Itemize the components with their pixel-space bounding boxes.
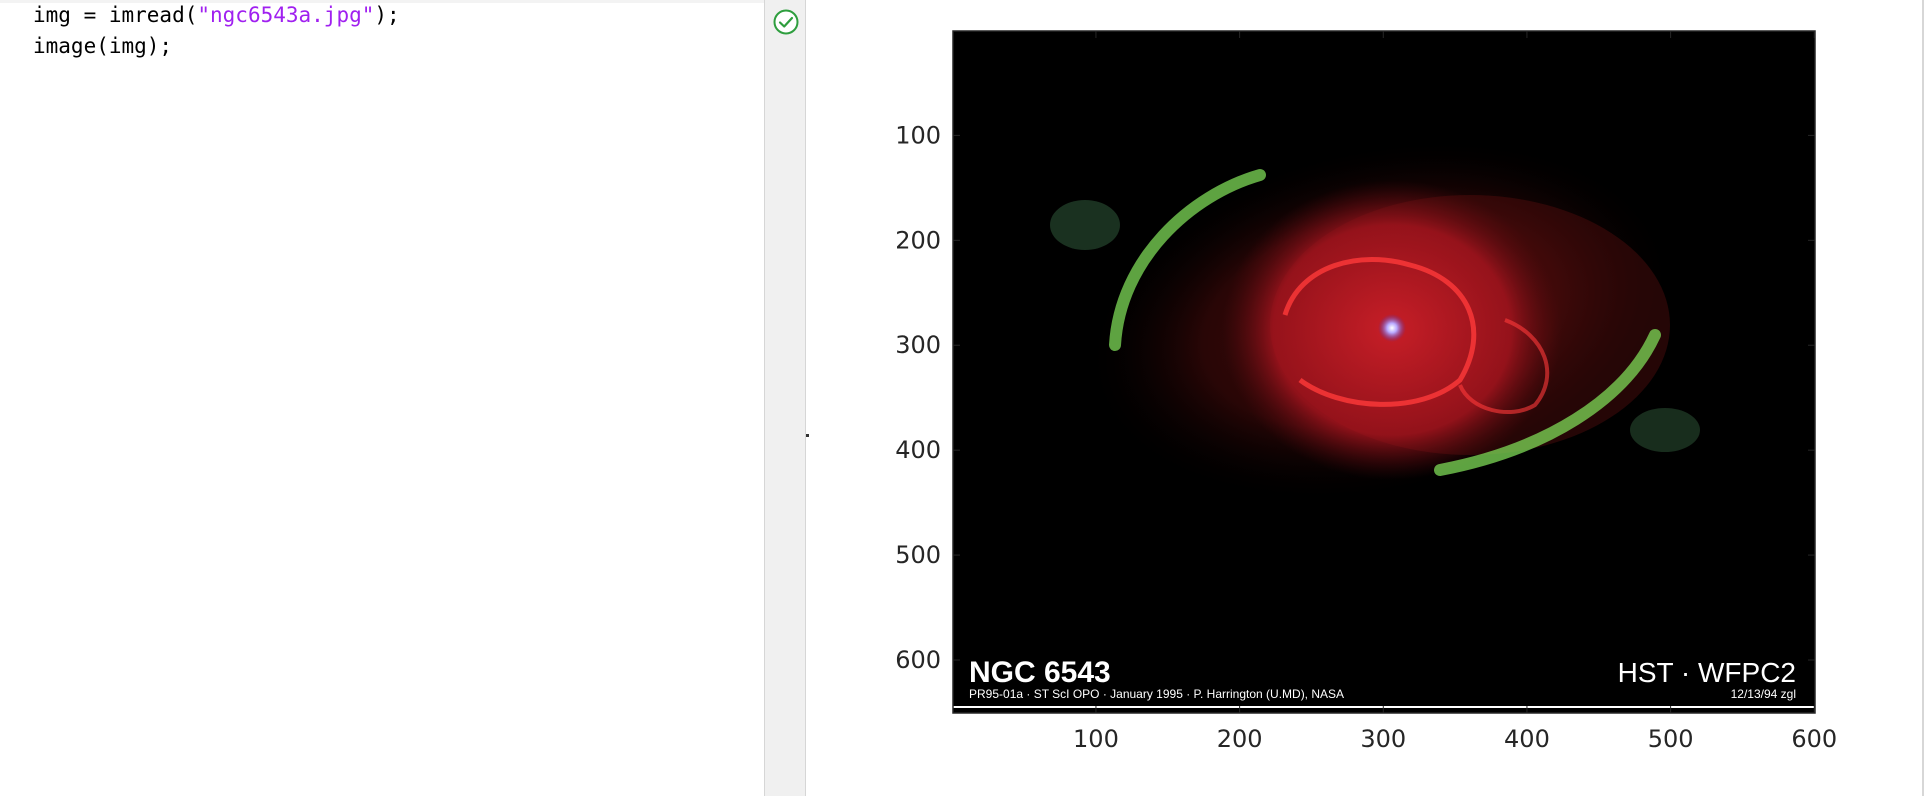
code-string: "ngc6543a.jpg"	[197, 3, 375, 27]
check-circle-icon	[773, 9, 799, 35]
code-text: image(img);	[33, 34, 173, 58]
nebula-inner-shell	[1282, 256, 1477, 407]
mouse-cursor	[806, 434, 809, 437]
code-line-1[interactable]: img = imread("ngc6543a.jpg");	[33, 0, 400, 30]
image-caption-credit: PR95-01a · ST ScI OPO · January 1995 · P…	[969, 687, 1344, 701]
editor-top-border	[0, 0, 764, 3]
y-tick-label: 400	[895, 436, 941, 464]
image-caption-title: NGC 6543	[969, 656, 1111, 689]
axis-tick-labels: 100 200 300 400 500 600 100 200 300 400 500 600	[895, 121, 1837, 753]
nebula-green-rim-right	[1434, 329, 1661, 476]
code-editor[interactable]: img = imread("ngc6543a.jpg"); image(img)…	[0, 0, 764, 796]
axes-box	[952, 30, 1816, 714]
image-caption-date: 12/13/94 zgl	[1731, 687, 1796, 701]
central-star	[1378, 314, 1406, 342]
nebula-right-loop	[1458, 318, 1550, 415]
nebula-image: NGC 6543 HST · WFPC2 PR95-01a · ST ScI O…	[953, 31, 1815, 713]
code-text: img = imread(	[33, 3, 198, 27]
x-tick-label: 300	[1360, 725, 1406, 753]
y-tick-label: 200	[895, 226, 941, 254]
y-tick-label: 600	[895, 646, 941, 674]
nebula-green-wisp-right	[1630, 408, 1700, 452]
scrollbar-edge[interactable]	[1922, 0, 1924, 796]
y-tick-label: 300	[895, 331, 941, 359]
x-tick-label: 200	[1217, 725, 1263, 753]
x-tick-label: 600	[1791, 725, 1837, 753]
x-tick-label: 500	[1648, 725, 1694, 753]
y-tick-label: 100	[895, 121, 941, 149]
output-divider-gutter[interactable]	[764, 0, 806, 796]
code-line-2[interactable]: image(img);	[33, 31, 172, 61]
image-caption-instrument: HST · WFPC2	[1618, 657, 1796, 688]
y-tick-label: 500	[895, 541, 941, 569]
nebula-green-wisp-left	[1050, 200, 1120, 250]
nebula-green-rim-left	[1109, 169, 1266, 351]
code-text: );	[374, 3, 400, 27]
x-tick-label: 400	[1504, 725, 1550, 753]
x-tick-label: 100	[1073, 725, 1119, 753]
axis-ticks	[953, 31, 1815, 713]
